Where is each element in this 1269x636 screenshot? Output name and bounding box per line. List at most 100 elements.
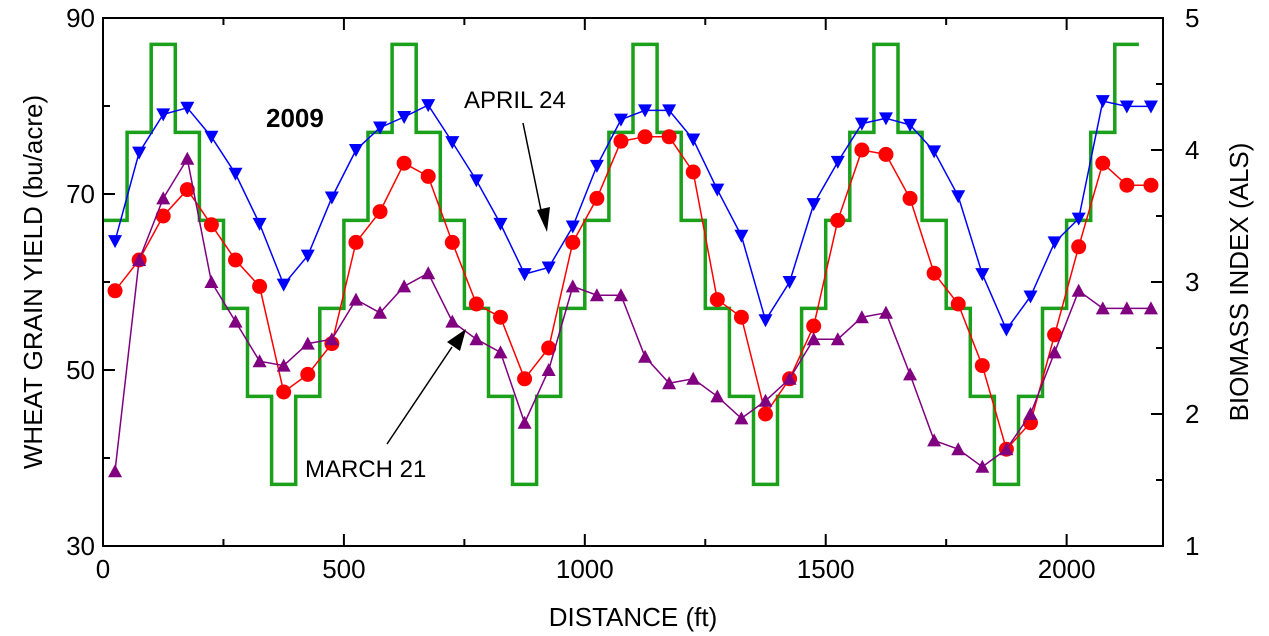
point-april24-3 [180, 101, 195, 115]
x-tick-label-2: 1000 [556, 554, 614, 584]
series-line-march21 [114, 156, 1151, 472]
point-march21-15 [469, 332, 484, 346]
point-april24_red-29 [806, 318, 822, 334]
point-april24-22 [638, 104, 653, 118]
y2-axis-label: BIOMASS INDEX (ALS) [1224, 143, 1254, 422]
point-april24-18 [541, 261, 556, 275]
point-april24_red-3 [179, 182, 195, 198]
point-march21-29 [806, 332, 821, 346]
point-april24_red-43 [1143, 177, 1159, 193]
point-march21-3 [180, 151, 195, 165]
point-april24_red-30 [830, 212, 846, 228]
x-tick-label-1: 500 [322, 554, 365, 584]
point-march21-25 [710, 389, 725, 403]
x-tick-label-3: 1500 [797, 554, 855, 584]
point-april24-12 [397, 111, 412, 124]
x-tick-label-4: 2000 [1038, 554, 1096, 584]
point-april24-19 [565, 220, 580, 234]
y-tick-label-2: 70 [66, 179, 95, 209]
y2-tick-label-4: 5 [1185, 3, 1199, 33]
point-april24_red-34 [926, 265, 942, 281]
point-march21-39 [1047, 345, 1062, 359]
point-april24-33 [903, 118, 918, 132]
series-layer [103, 42, 1159, 487]
point-april24-32 [878, 112, 893, 126]
point-april24-7 [276, 278, 291, 292]
point-april24-30 [830, 155, 845, 169]
point-march21-13 [421, 266, 436, 280]
point-march21-0 [108, 464, 123, 478]
point-april24-25 [710, 183, 725, 197]
point-march21-37 [999, 442, 1014, 456]
point-april24_red-21 [613, 133, 629, 149]
point-april24-8 [300, 249, 315, 263]
point-april24-15 [469, 174, 484, 188]
point-april24-42 [1119, 100, 1134, 114]
point-march21-27 [758, 393, 773, 407]
point-april24-16 [493, 217, 508, 231]
point-march21-19 [565, 279, 580, 293]
point-march21-38 [1023, 407, 1038, 420]
point-april24-39 [1047, 236, 1062, 250]
point-april24-2 [156, 108, 171, 122]
point-april24-27 [758, 314, 773, 328]
point-march21-11 [373, 305, 388, 319]
point-april24_red-32 [878, 146, 894, 162]
y-tick-label-0: 30 [66, 531, 95, 561]
point-march21-14 [445, 314, 460, 328]
point-april24_red-40 [1071, 239, 1087, 255]
point-april24_red-7 [276, 384, 292, 400]
point-march21-17 [517, 415, 532, 429]
point-march21-21 [613, 288, 628, 302]
point-march21-31 [854, 310, 869, 324]
point-april24-34 [927, 145, 942, 159]
point-april24-10 [348, 144, 363, 157]
point-april24-40 [1071, 212, 1086, 226]
point-april24_red-10 [348, 234, 364, 250]
point-april24_red-42 [1119, 177, 1135, 193]
point-april24_red-16 [493, 309, 508, 325]
point-april24_red-24 [685, 164, 701, 180]
point-april24_red-18 [541, 340, 557, 356]
point-april24_red-5 [228, 252, 243, 268]
axis-layer: 0 500 1000 1500 2000 30 50 70 90 1 2 3 4 5 [66, 3, 1199, 584]
arrow-april-24 [522, 122, 544, 221]
point-april24-13 [421, 99, 436, 113]
point-april24_red-12 [396, 155, 412, 171]
point-april24_red-17 [517, 371, 533, 387]
point-march21-10 [348, 292, 363, 306]
y-axis-label: WHEAT GRAIN YIELD (bu/acre) [18, 95, 48, 469]
annotation-year: 2009 [266, 103, 324, 133]
point-april24_red-22 [637, 129, 653, 145]
point-march21-20 [589, 288, 604, 302]
point-april24_red-8 [300, 366, 316, 382]
point-march21-4 [204, 275, 219, 288]
point-march21-2 [156, 191, 171, 205]
point-april24_red-14 [444, 234, 460, 250]
point-april24-35 [951, 190, 966, 204]
point-april24_red-0 [107, 283, 123, 299]
annotation-march-21: MARCH 21 [305, 456, 426, 483]
point-april24-21 [613, 113, 628, 127]
point-march21-28 [782, 371, 797, 385]
point-march21-7 [276, 358, 291, 372]
point-march21-32 [878, 305, 893, 319]
point-april24_red-27 [758, 406, 773, 422]
point-april24_red-23 [661, 129, 677, 145]
point-march21-24 [686, 371, 701, 385]
point-april24-28 [782, 276, 797, 289]
series-line-april24 [114, 100, 1151, 331]
point-april24-43 [1143, 100, 1158, 114]
point-april24_red-33 [902, 190, 918, 206]
point-april24-29 [806, 198, 821, 212]
point-march21-42 [1119, 301, 1134, 315]
point-april24-14 [445, 136, 460, 150]
series-yield [103, 42, 1139, 487]
point-april24_red-20 [589, 190, 605, 206]
y2-tick-label-0: 1 [1185, 531, 1199, 561]
point-march21-5 [228, 314, 243, 328]
arrow-march-21-head [447, 329, 466, 351]
point-april24-1 [132, 146, 147, 160]
point-april24-41 [1095, 95, 1110, 109]
point-march21-35 [951, 442, 966, 456]
